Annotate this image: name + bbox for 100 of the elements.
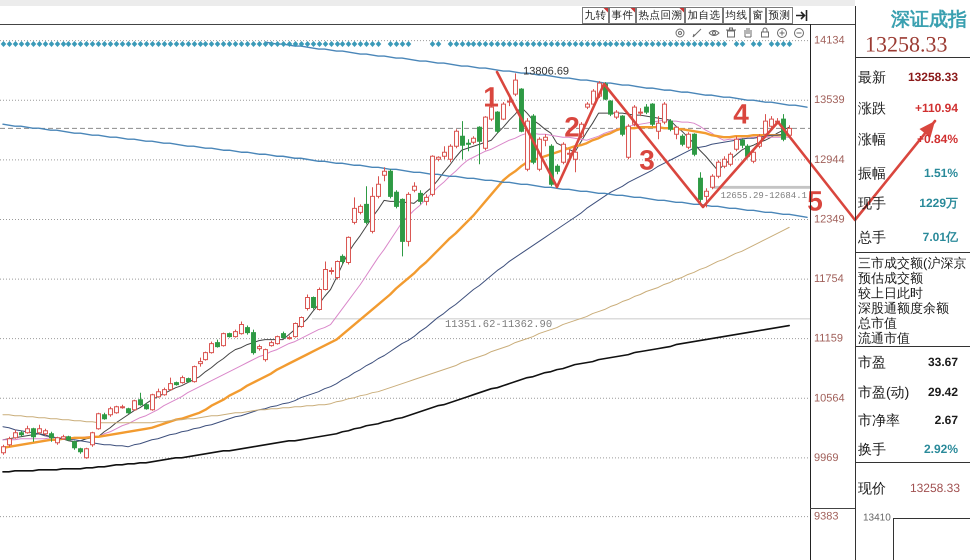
text: 总市值 — [857, 316, 897, 330]
candlestick — [471, 136, 476, 145]
candlestick — [680, 134, 685, 147]
candlestick — [19, 430, 24, 438]
text: 涨幅 — [858, 131, 886, 147]
text: 窗 — [752, 8, 764, 22]
candlestick — [501, 102, 506, 121]
line-series — [2, 226, 790, 424]
candlestick — [477, 126, 482, 165]
text: 深证成指 — [890, 8, 967, 30]
candlestick — [734, 136, 739, 152]
y-tick-label: 12944 — [814, 154, 845, 166]
candlestick — [305, 294, 310, 312]
text: 2.92% — [924, 442, 958, 456]
text: 换手 — [858, 441, 886, 457]
text: 现价 — [858, 480, 886, 496]
text: 7.01亿 — [922, 230, 959, 244]
text: 1.51% — [924, 166, 958, 180]
band-label: 11351.62-11362.90 — [445, 319, 552, 331]
text: 较上日此时 — [858, 286, 923, 300]
candlestick — [49, 431, 54, 442]
candlestick — [704, 188, 709, 208]
candlestick — [263, 348, 268, 362]
candlestick — [13, 429, 18, 440]
text: 13258.33 — [910, 481, 960, 495]
candlestick — [698, 172, 703, 205]
text: 总手 — [857, 229, 886, 245]
text: 市盈 — [858, 354, 886, 370]
y-tick-label: 9383 — [814, 510, 838, 523]
text: 最新 — [858, 69, 886, 85]
candlestick — [198, 357, 203, 368]
text: 九转 — [584, 8, 606, 22]
annotation: 13806.69 — [523, 65, 570, 78]
candlestick — [620, 114, 625, 137]
candlestick — [174, 381, 179, 386]
candlestick — [132, 399, 137, 412]
candlestick — [513, 72, 518, 97]
text: 市盈(动) — [858, 384, 910, 400]
candlestick — [692, 132, 697, 157]
candlestick — [311, 296, 316, 310]
candlestick — [126, 407, 131, 414]
candlestick — [340, 254, 345, 265]
candlestick — [281, 331, 286, 340]
candlestick — [382, 166, 387, 182]
candlestick — [84, 447, 89, 460]
candlestick — [495, 110, 500, 134]
y-tick-label: 13539 — [814, 94, 845, 106]
candlestick — [751, 148, 756, 164]
candlestick — [686, 132, 691, 150]
candlestick — [90, 431, 95, 448]
candlestick — [66, 435, 71, 442]
text: 振幅 — [858, 165, 886, 181]
candlestick — [364, 186, 369, 225]
text: 2.67 — [934, 413, 958, 427]
y-tick-label: 10564 — [814, 392, 845, 404]
text: 均线 — [724, 8, 748, 22]
y-tick-label: 9969 — [814, 452, 838, 464]
text: +110.94 — [914, 101, 958, 115]
y-tick-label: 12349 — [814, 213, 845, 226]
text: 预估成交额 — [858, 270, 923, 286]
candlestick — [31, 427, 36, 442]
annotation: 3 — [639, 144, 655, 176]
candlestick — [740, 138, 745, 149]
candlestick — [668, 118, 673, 132]
candlestick — [656, 116, 661, 140]
candlestick — [192, 365, 197, 384]
text: 事件 — [612, 8, 634, 22]
text: 33.67 — [928, 355, 958, 369]
candlestick — [406, 192, 411, 247]
candlestick — [418, 190, 423, 205]
candlestick — [674, 126, 679, 140]
candlestick — [221, 332, 226, 348]
candlestick — [257, 344, 262, 352]
candlestick — [573, 148, 578, 173]
text: 13258.33 — [908, 70, 958, 84]
candlestick — [1, 444, 6, 456]
candlestick — [78, 447, 83, 454]
text: 三市成交额(沪深京 — [858, 256, 966, 270]
candlestick — [626, 124, 631, 160]
candlestick — [424, 194, 429, 206]
candlestick — [72, 440, 77, 450]
text: 热点回溯 — [638, 8, 682, 22]
text: 加自选 — [688, 8, 720, 22]
text: 深股通额度余额 — [858, 300, 949, 316]
candlestick — [227, 332, 232, 338]
text: 29.42 — [928, 385, 958, 399]
candlestick — [608, 100, 613, 117]
candlestick — [186, 377, 191, 384]
candlestick — [180, 375, 185, 384]
annotation: 4 — [733, 98, 750, 130]
candlestick — [507, 98, 512, 107]
text: 预测 — [768, 10, 790, 22]
candlestick — [412, 182, 417, 193]
annotation: 1 — [483, 82, 499, 112]
annotation: 2 — [564, 112, 580, 142]
text: 13258.33 — [865, 32, 948, 56]
candlestick — [287, 335, 292, 340]
y-tick-label: 11754 — [814, 273, 844, 286]
candlestick — [25, 425, 30, 434]
text: 流通市值 — [858, 330, 910, 346]
